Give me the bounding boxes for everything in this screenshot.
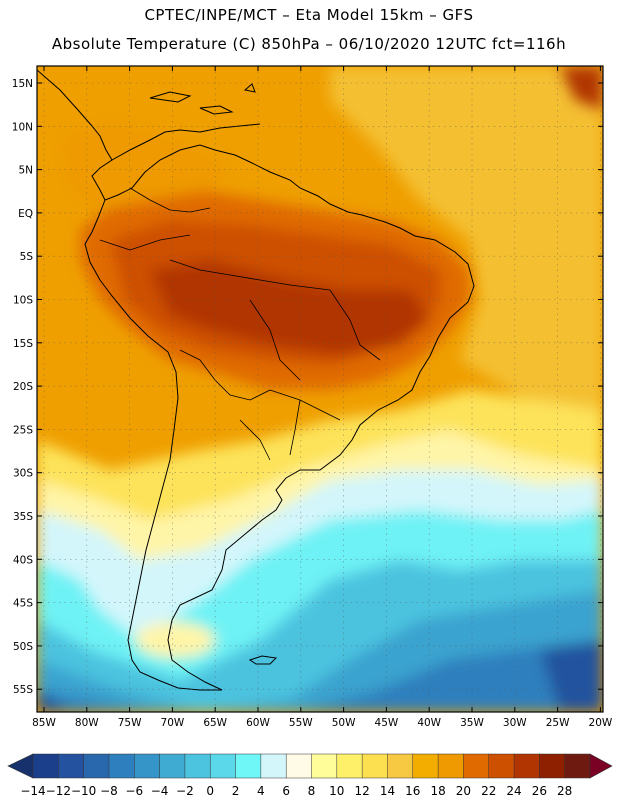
colorbar-label: 8 [308,784,316,798]
colorbar-bin [311,753,338,779]
lat-label: 20S [13,381,33,393]
colorbar-bin [361,753,389,779]
lat-label: 10N [12,121,33,133]
lon-label: 70W [161,717,185,729]
colorbar-bin [564,753,591,779]
colorbar-label: 18 [430,784,445,798]
lat-label: 25S [13,424,33,436]
lon-label: 55W [289,717,313,729]
lon-label: 35W [460,717,484,729]
lat-label: 55S [13,684,33,696]
colorbar-bin [488,753,515,779]
colorbar-bin [260,753,287,779]
map-frame [36,65,604,713]
colorbar-bin [209,753,237,779]
colorbar-bin [134,753,161,779]
lon-label: 45W [375,717,399,729]
falkland-islands [248,655,278,665]
colorbar-label: 14 [380,784,395,798]
lat-label: EQ [18,208,33,220]
colorbar-bin [32,753,59,779]
lon-label: 30W [503,717,527,729]
colorbar-bin [83,753,110,779]
lon-label: 60W [246,717,270,729]
colorbar-label: 0 [206,784,214,798]
longitude-axis: 85W 80W 75W 70W 65W 60W 55W 50W 45W 40W 35W 30W 25W 2… [32,66,613,729]
colorbar-over-arrow [589,753,613,779]
colorbar-label: 20 [456,784,471,798]
colorbar: −14 −12 −10 −8 −6 −4 −2 0 2 4 6 8 10 12 14 16 18 20 22 24 26… [7,753,613,798]
lon-label: 25W [546,717,570,729]
colorbar-label: −6 [125,784,143,798]
lat-label: 10S [13,295,33,307]
coastline-borders [37,69,475,691]
colorbar-bin [108,753,135,779]
colorbar-label: 28 [557,784,572,798]
lat-label: 15S [13,338,33,350]
lat-label: 5N [18,165,33,177]
colorbar-bin [463,753,490,779]
colorbar-bin [336,753,363,779]
caribbean-coast [111,123,261,161]
colorbar-bin [412,753,439,779]
colorbar-label: −2 [176,784,194,798]
lon-label: 75W [118,717,142,729]
colorbar-bin [437,753,464,779]
lon-label: 20W [589,717,613,729]
lon-label: 40W [417,717,441,729]
lat-label: 50S [13,641,33,653]
lat-label: 30S [13,468,33,480]
lat-label: 40S [13,554,33,566]
colorbar-label: 12 [354,784,369,798]
central-america-coastline [37,69,113,201]
colorbar-label: 24 [506,784,521,798]
lat-label: 5S [20,251,34,263]
lon-label: 65W [203,717,227,729]
colorbar-label: 6 [282,784,290,798]
graticule [37,66,603,712]
colorbar-label: −12 [46,784,71,798]
colorbar-bin [58,753,85,779]
colorbar-label: −8 [100,784,118,798]
lat-label: 45S [13,598,33,610]
colorbar-label: −14 [20,784,45,798]
colorbar-bin [159,753,186,779]
lat-label: 15N [12,78,33,90]
colorbar-label: 22 [481,784,496,798]
colorbar-bin [539,753,566,779]
colorbar-label: 2 [232,784,240,798]
caribbean-islands [149,83,256,115]
colorbar-label: 4 [257,784,265,798]
colorbar-under-arrow [7,753,34,779]
colorbar-bin [184,753,211,779]
map-title-line2: Absolute Temperature (C) 850hPa – 06/10/… [51,35,567,53]
colorbar-label: 26 [532,784,547,798]
lon-label: 50W [332,717,356,729]
lat-label: 35S [13,511,33,523]
colorbar-bin [387,753,414,779]
colorbar-bin [513,753,540,779]
colorbar-label: −10 [71,784,96,798]
map-title-line1: CPTEC/INPE/MCT – Eta Model 15km – GFS [144,6,474,24]
colorbar-label: −4 [151,784,169,798]
lon-label: 80W [75,717,99,729]
lon-label: 85W [32,717,56,729]
colorbar-bin [285,753,313,779]
south-america-coastline [84,144,475,691]
temperature-field [37,66,603,712]
colorbar-label: 16 [405,784,420,798]
colorbar-bin [235,753,262,779]
latitude-axis: 15N 10N 5N EQ 5S 10S 15S 20S 25S 30S 35S 40S 45S 50S 5… [12,78,603,696]
colorbar-label: 10 [329,784,344,798]
country-borders [99,187,381,461]
